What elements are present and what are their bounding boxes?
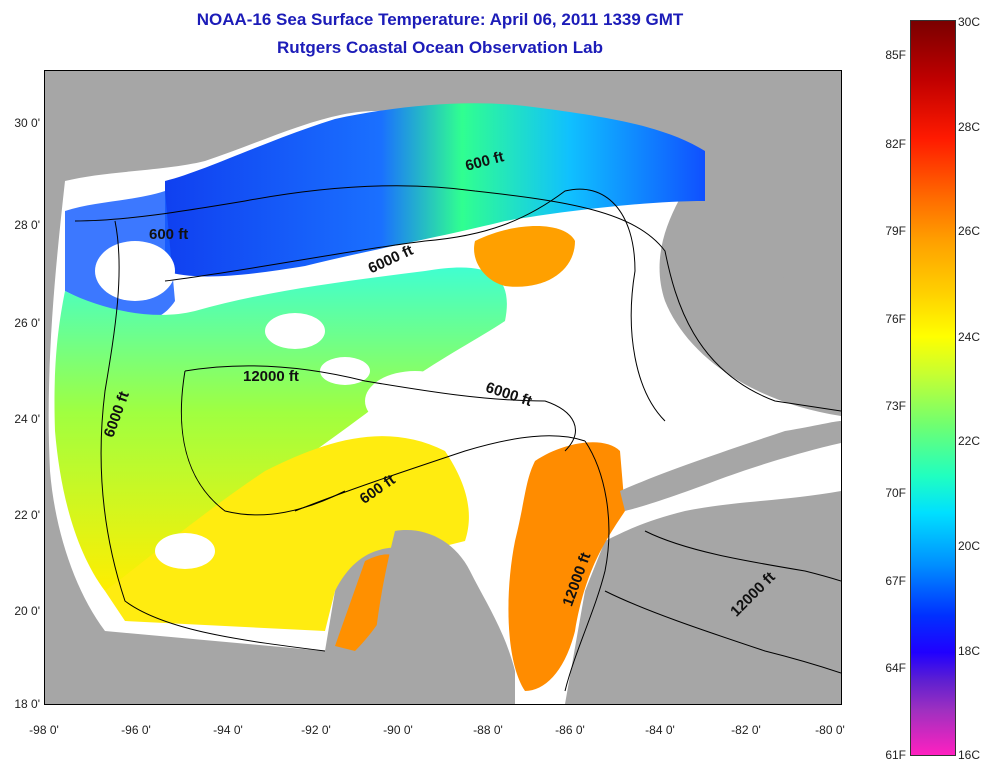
lon-label: -92 0' [301,723,331,737]
colorbar-fahrenheit-label: 67F [885,574,906,588]
lon-label: -90 0' [383,723,413,737]
warm-pool-north [474,226,575,287]
map-subtitle: Rutgers Coastal Ocean Observation Lab [277,38,603,57]
cloud-cover [95,241,635,569]
cuba-land [620,421,841,511]
contour-label: 12000 ft [243,368,299,385]
cold-shelf-water [165,103,705,277]
contour-label: 600 ft [149,226,189,243]
colorbar-fahrenheit-label: 82F [885,137,906,151]
lat-label: 22 0' [14,508,40,522]
lon-label: -80 0' [815,723,845,737]
lat-label: 26 0' [14,316,40,330]
colorbar-fahrenheit-label: 76F [885,312,906,326]
lon-label: -98 0' [29,723,59,737]
lat-label: 28 0' [14,218,40,232]
colorbar-celsius-label: 30C [958,15,981,29]
lon-label: -88 0' [473,723,503,737]
lat-label: 18 0' [14,697,40,711]
lon-label: -84 0' [645,723,675,737]
colorbar-celsius-label: 26C [958,224,981,238]
southern-gulf-water [105,436,469,631]
colorbar-celsius-label: 20C [958,539,981,553]
lon-label: -96 0' [121,723,151,737]
colorbar-celsius-label: 16C [958,748,981,762]
colorbar-fahrenheit-label: 79F [885,224,906,238]
yucatan-land [373,530,515,704]
sst-map: 600 ft 600 ft 6000 ft 12000 ft 6000 ft 6… [44,70,842,705]
map-title: NOAA-16 Sea Surface Temperature: April 0… [196,10,684,29]
lon-label: -82 0' [731,723,761,737]
western-gulf-water [54,267,507,591]
colorbar-fahrenheit-label: 85F [885,48,906,62]
lon-label: -86 0' [555,723,585,737]
colorbar-fahrenheit-label: 64F [885,661,906,675]
colorbar-fahrenheit-label: 61F [885,748,906,762]
yucatan-warm-water [508,442,625,691]
colorbar-celsius-label: 28C [958,120,981,134]
lat-label: 20 0' [14,604,40,618]
bathymetry-contours [74,185,841,692]
colorbar-celsius-label: 24C [958,330,981,344]
colorbar-fahrenheit-label: 73F [885,399,906,413]
colorbar-celsius-label: 18C [958,644,981,658]
temperature-colorbar [910,20,956,756]
lat-label: 30 0' [14,116,40,130]
colorbar-celsius-label: 22C [958,434,981,448]
colorbar-fahrenheit-label: 70F [885,486,906,500]
lon-label: -94 0' [213,723,243,737]
sst-map-graphic [48,71,841,704]
lat-label: 24 0' [14,412,40,426]
florida-land [705,71,841,381]
